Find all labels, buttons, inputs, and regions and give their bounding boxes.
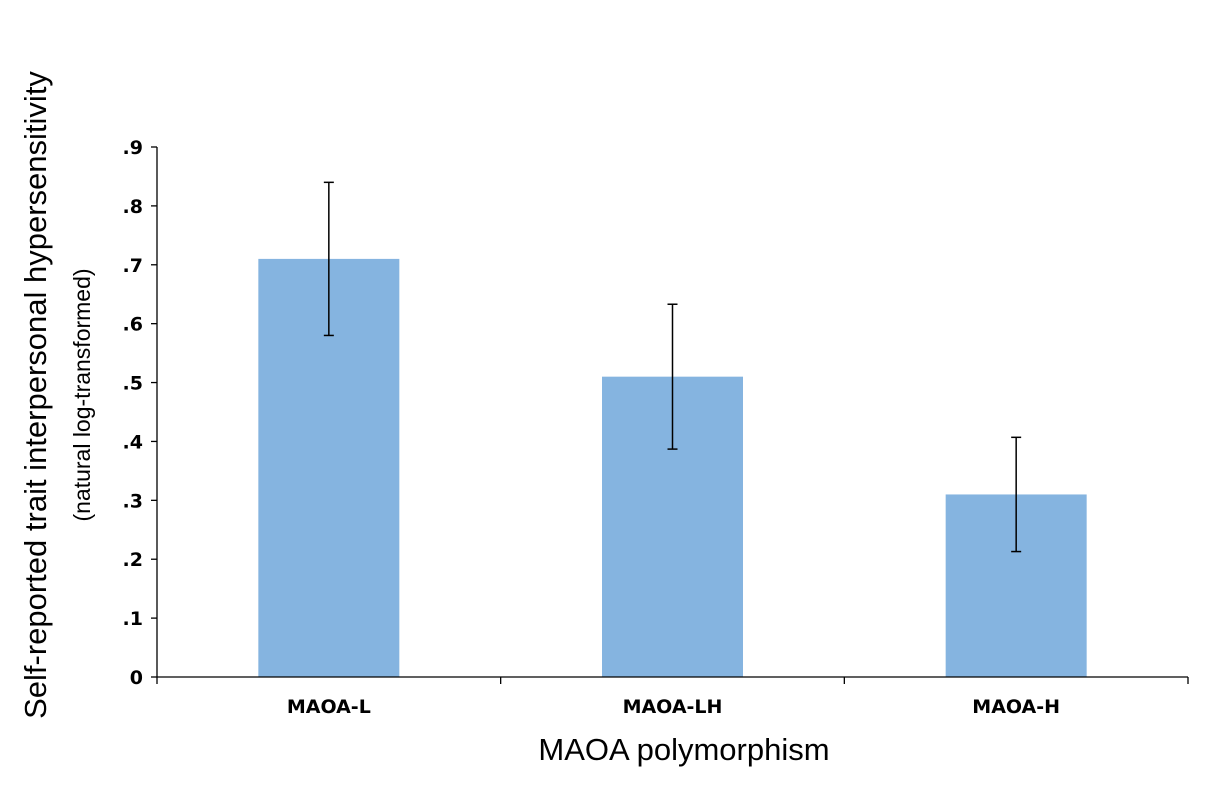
x-category-label: MAOA-L (287, 696, 371, 718)
x-category-label: MAOA-LH (623, 696, 723, 718)
y-tick-label: 0 (130, 667, 143, 689)
x-axis-title: MAOA polymorphism (538, 732, 829, 767)
y-axis-subtitle: (natural log-transformed) (69, 268, 95, 521)
error-bars-group (323, 181, 1022, 553)
y-tick-label: .3 (123, 490, 143, 512)
y-tick-label: .2 (123, 549, 143, 571)
y-tick-label: .7 (123, 255, 143, 277)
y-axis: 0 .1 .2 .3 .4 .5 .6 .7 .8 .9 (123, 137, 158, 689)
y-tick-label: .8 (123, 196, 143, 218)
y-axis-title-group: Self-reported trait interpersonal hypers… (18, 71, 95, 719)
y-tick-label: .6 (123, 314, 143, 336)
y-tick-label: .1 (123, 608, 143, 630)
y-tick-label: .9 (123, 137, 143, 159)
x-category-label: MAOA-H (972, 696, 1060, 718)
y-axis-title: Self-reported trait interpersonal hypers… (18, 71, 53, 719)
x-axis: MAOA-L MAOA-LH MAOA-H (156, 676, 1189, 718)
y-tick-label: .5 (123, 373, 143, 395)
y-tick-label: .4 (123, 431, 143, 453)
